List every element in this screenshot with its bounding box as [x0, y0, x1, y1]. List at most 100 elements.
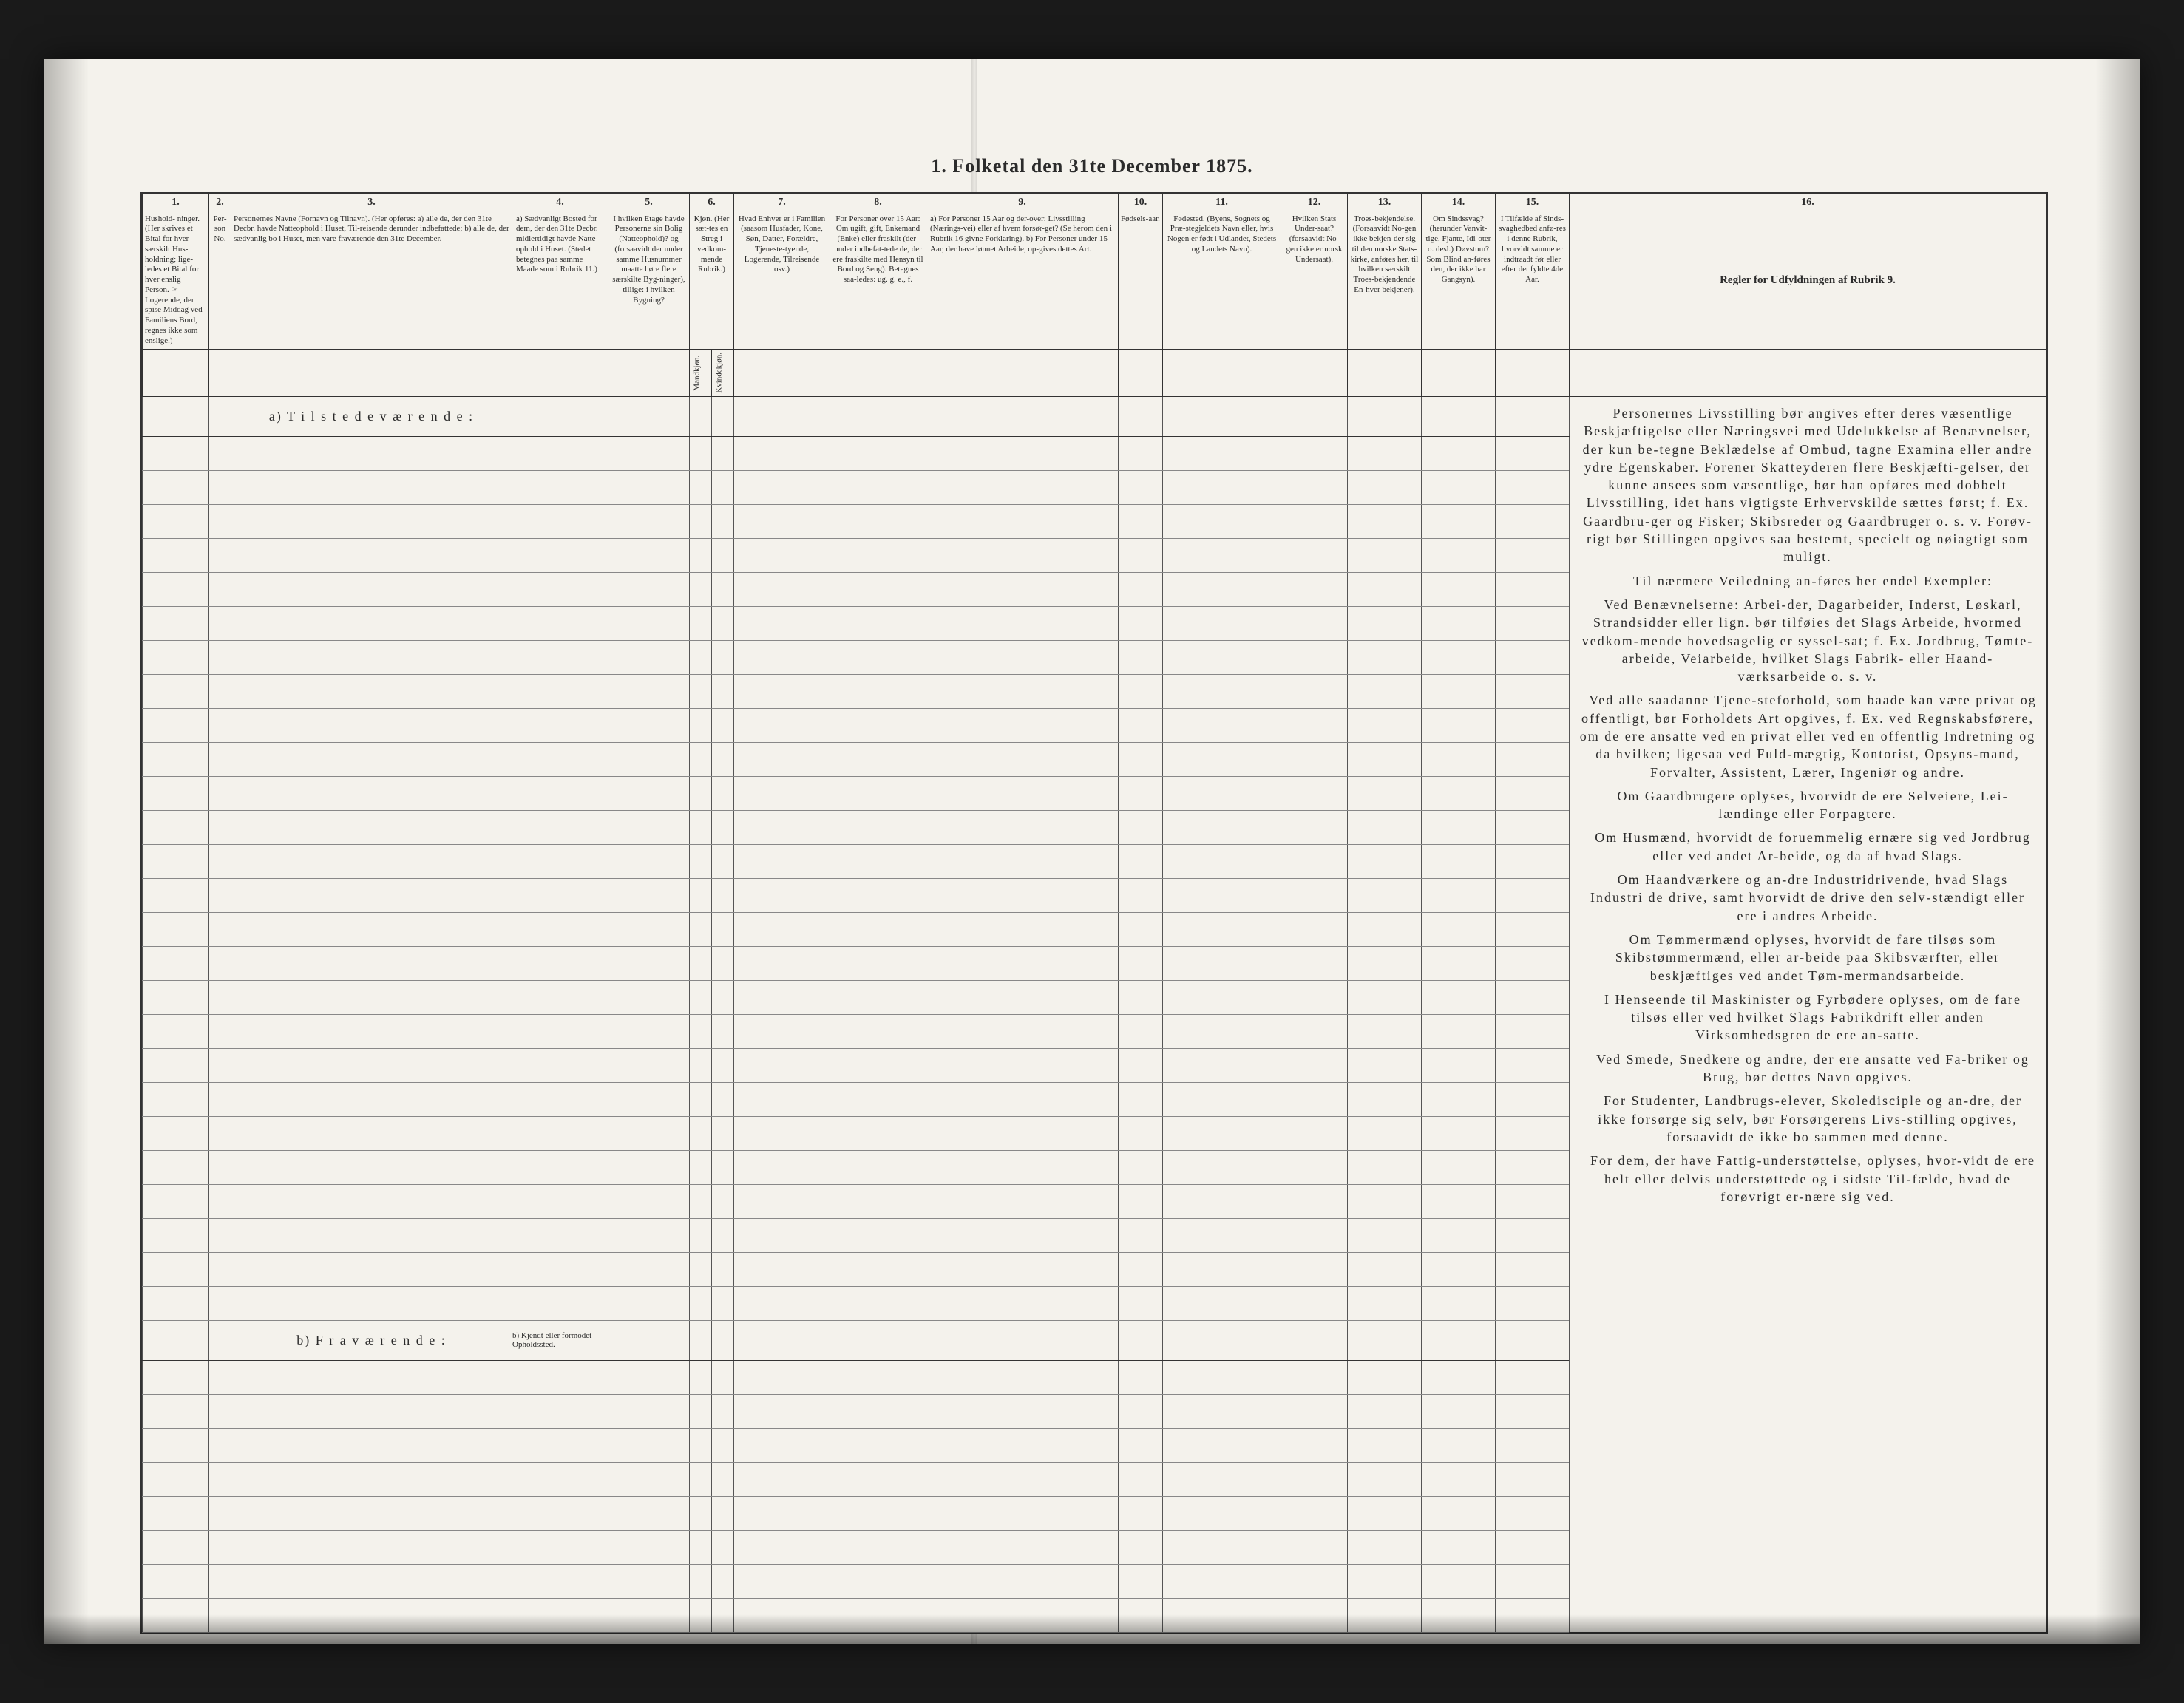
cell [734, 1496, 830, 1530]
cell [1422, 708, 1496, 742]
cell [830, 1150, 926, 1184]
cell [926, 878, 1119, 912]
cell [830, 436, 926, 470]
cell [209, 1014, 231, 1048]
cell [712, 1014, 734, 1048]
cell [1422, 1394, 1496, 1428]
cell [1163, 1048, 1281, 1082]
cell [231, 470, 512, 504]
cell [734, 1116, 830, 1150]
cell [830, 912, 926, 946]
cell [690, 1564, 712, 1598]
cell [734, 1360, 830, 1394]
colnum-13: 13. [1348, 194, 1422, 211]
cell [830, 776, 926, 810]
cell [1119, 1320, 1163, 1360]
colnum-10: 10. [1119, 194, 1163, 211]
cell [1348, 1496, 1422, 1530]
cell [734, 776, 830, 810]
cell [830, 538, 926, 572]
cell [1348, 878, 1422, 912]
cell [712, 1428, 734, 1462]
cell [1496, 1150, 1570, 1184]
cell [1281, 1184, 1348, 1218]
cell [712, 1286, 734, 1320]
cell [143, 572, 209, 606]
cell [1119, 1014, 1163, 1048]
cell [1281, 1048, 1348, 1082]
cell [143, 396, 209, 436]
cell [1163, 1184, 1281, 1218]
cell [512, 1116, 608, 1150]
cell [608, 1564, 690, 1598]
cell [1163, 878, 1281, 912]
cell [608, 1048, 690, 1082]
cell [830, 1082, 926, 1116]
cell [143, 742, 209, 776]
cell [1163, 946, 1281, 980]
cell [734, 538, 830, 572]
cell [690, 980, 712, 1014]
cell [231, 1496, 512, 1530]
cell [209, 640, 231, 674]
cell [926, 1252, 1119, 1286]
cell [209, 1462, 231, 1496]
cell [734, 946, 830, 980]
colnum-8: 8. [830, 194, 926, 211]
census-table: 1. 2. 3. 4. 5. 6. 7. 8. 9. 10. 11. 12. 1… [142, 194, 2046, 1633]
cell [209, 606, 231, 640]
cell [1496, 1360, 1570, 1394]
cell [690, 1462, 712, 1496]
cell [830, 844, 926, 878]
cell [143, 1428, 209, 1462]
cell [926, 1320, 1119, 1360]
cell [712, 810, 734, 844]
cell [926, 980, 1119, 1014]
cell [712, 776, 734, 810]
cell [231, 504, 512, 538]
cell [734, 640, 830, 674]
cell [1348, 708, 1422, 742]
cell [1281, 538, 1348, 572]
cell [209, 1360, 231, 1394]
cell [734, 1428, 830, 1462]
cell [690, 1014, 712, 1048]
cell [734, 572, 830, 606]
cell [1496, 708, 1570, 742]
cell [1422, 1252, 1496, 1286]
cell [1163, 1218, 1281, 1252]
cell [209, 708, 231, 742]
cell [1281, 1014, 1348, 1048]
cell [690, 1360, 712, 1394]
cell [734, 1462, 830, 1496]
cell [926, 1394, 1119, 1428]
cell [1422, 1360, 1496, 1394]
cell [926, 1496, 1119, 1530]
cell [512, 980, 608, 1014]
cell [209, 1320, 231, 1360]
cell [231, 1014, 512, 1048]
cell [512, 1286, 608, 1320]
cell [1119, 878, 1163, 912]
cell [1281, 1462, 1348, 1496]
cell [209, 912, 231, 946]
cell [1496, 742, 1570, 776]
cell [690, 606, 712, 640]
cell [1348, 470, 1422, 504]
cell [830, 1014, 926, 1048]
cell [1422, 1530, 1496, 1564]
head-8b [830, 350, 926, 397]
cell [690, 708, 712, 742]
cell [712, 878, 734, 912]
cell [712, 742, 734, 776]
head-4: a) Sædvanligt Bosted for dem, der den 31… [512, 211, 608, 350]
cell [1422, 1116, 1496, 1150]
cell [209, 776, 231, 810]
cell [1422, 1184, 1496, 1218]
rubrik-16-text: Personernes Livsstilling bør angives eft… [1570, 396, 2046, 1632]
cell [231, 538, 512, 572]
cell [830, 708, 926, 742]
cell [1496, 810, 1570, 844]
cell [143, 1496, 209, 1530]
cell [1163, 640, 1281, 674]
